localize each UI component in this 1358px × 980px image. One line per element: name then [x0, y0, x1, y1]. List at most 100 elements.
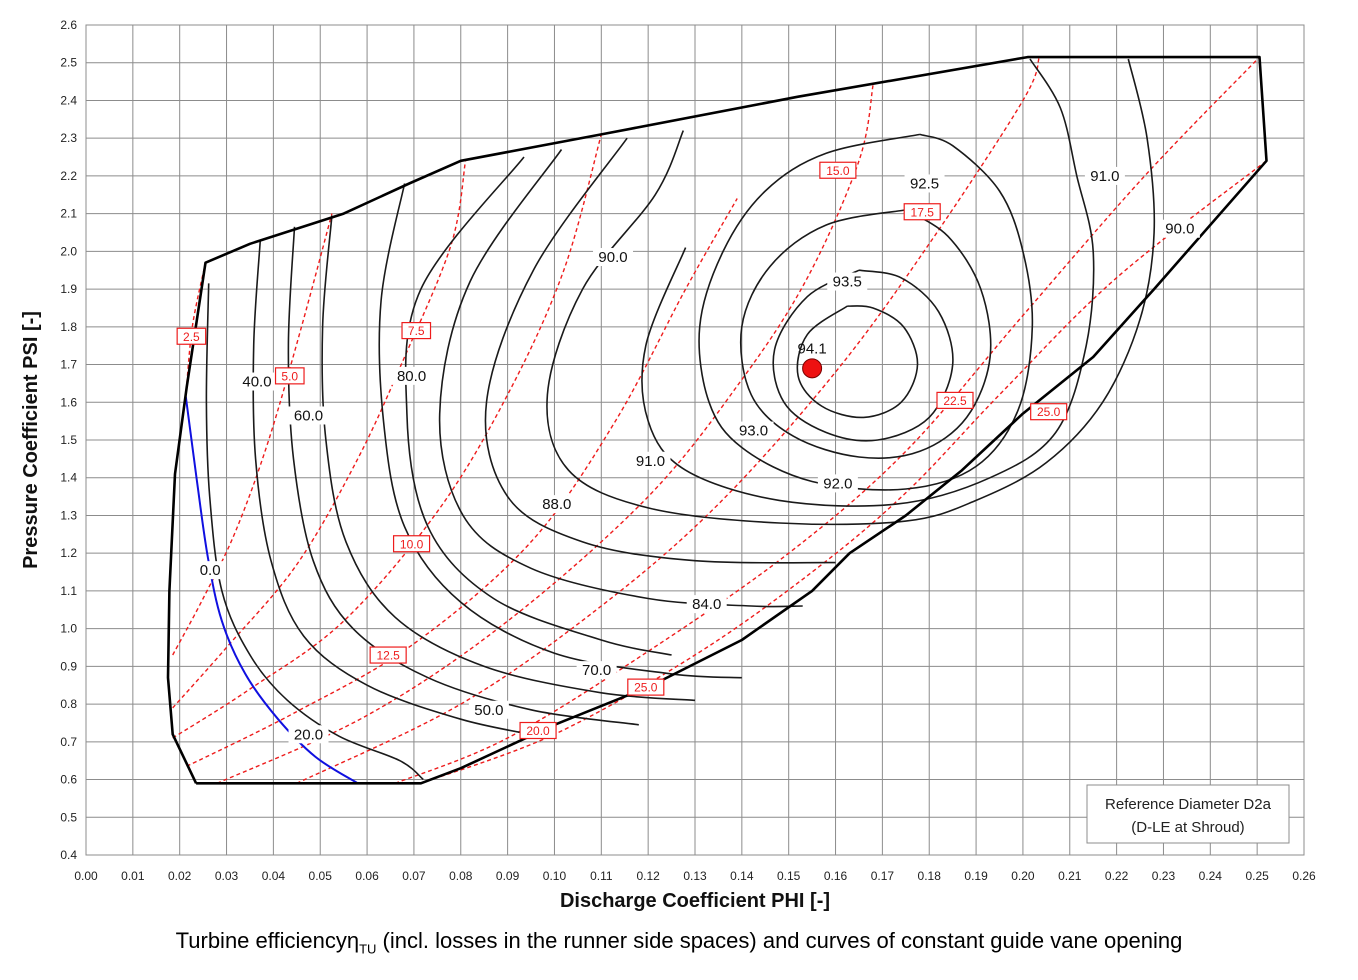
x-tick-label: 0.13 — [683, 869, 707, 883]
contour-label-bg — [904, 174, 945, 193]
x-tick-label: 0.24 — [1199, 869, 1223, 883]
x-tick-label: 0.06 — [355, 869, 379, 883]
efficiency-contour — [772, 269, 954, 442]
x-tick-label: 0.09 — [496, 869, 520, 883]
guide-vane-label: 17.5 — [911, 205, 935, 219]
axes: 0.00 0.01 0.02 0.03 0.04 0.05 0.06 0.07 0.0 8 0.0 9… — [20, 18, 1316, 912]
y-tick-label: 1.3 — [60, 508, 77, 522]
guide-vane-label-box — [903, 203, 941, 221]
y-tick-label: 2.5 — [60, 56, 77, 70]
y-tick-label: 1.2 — [60, 546, 77, 560]
efficiency-contour — [739, 209, 992, 459]
y-tick-label: 2.3 — [60, 131, 77, 145]
efficiency-contour — [205, 283, 424, 781]
guide-vane-label-box — [176, 327, 207, 345]
efficiency-label: 84.0 — [692, 596, 721, 613]
efficiency-label: 90.0 — [1165, 221, 1194, 238]
zero-efficiency-line — [184, 396, 359, 785]
guide-vane-label: 10.0 — [400, 537, 424, 551]
guide-vane-label-box — [819, 161, 857, 179]
y-tick-label: 1.5 — [60, 433, 77, 447]
x-tick-label: 0.05 — [309, 869, 333, 883]
optimum-point — [802, 358, 823, 379]
efficiency-label: 80.0 — [397, 368, 426, 385]
eta-subscript: TU — [359, 941, 377, 957]
efficiency-label: 93.5 — [833, 274, 862, 291]
y-tick-label: 0.4 — [60, 848, 77, 862]
y-tick-label: 1.6 — [60, 395, 77, 409]
guide-vane-label: 15.0 — [826, 164, 850, 178]
x-tick-label: 0.03 — [215, 869, 239, 883]
contour-label-bg — [630, 451, 671, 470]
contour-label-bg — [817, 474, 858, 493]
x-tick-label: 0.15 — [777, 869, 801, 883]
efficiency-label: 20.0 — [294, 726, 323, 743]
y-tick-label: 2.0 — [60, 244, 77, 258]
reference-line2: (D-LE at Shroud) — [1131, 819, 1244, 836]
efficiency-contours — [205, 58, 1156, 781]
x-tick-label: 0.22 — [1105, 869, 1129, 883]
efficiency-label: 93.0 — [739, 423, 768, 440]
guide-vane-label-box — [401, 321, 432, 340]
reference-line1: Reference Diameter D2a — [1105, 796, 1272, 813]
guide-vane-label-box — [369, 646, 407, 664]
curve-labels: 0.0 20.0 40.0 50.0 60.0 70.0 80.0 84.0 88.0 90.0 9… — [176, 161, 1200, 744]
x-tick-label: 0.01 — [121, 869, 145, 883]
x-tick-label: 0.19 — [964, 869, 988, 883]
x-tick-label: 0.00 — [74, 869, 98, 883]
grid — [85, 24, 1305, 856]
x-tick-label: 0.25 — [1245, 869, 1269, 883]
guide-vane-label: 12.5 — [376, 649, 400, 663]
efficiency-label: 40.0 — [242, 374, 271, 391]
x-tick-label: 0.02 — [168, 869, 192, 883]
x-tick-label: 0.04 — [262, 869, 286, 883]
guide-vane-curve — [186, 198, 738, 767]
efficiency-label: 88.0 — [542, 496, 571, 513]
y-axis-label: Pressure Coefficient PSI [-] — [20, 311, 42, 569]
contour-label-bg — [468, 700, 509, 719]
efficiency-label: 91.0 — [1090, 168, 1119, 185]
efficiency-label: 91.0 — [636, 453, 665, 470]
x-tick-label: 0.07 — [402, 869, 426, 883]
y-tick-label: 1.1 — [60, 584, 77, 598]
x-tick-label: 0.26 — [1292, 869, 1316, 883]
efficiency-label: 90.0 — [598, 249, 627, 266]
caption-prefix: Turbine efficiency — [175, 928, 347, 953]
zero-efficiency-curve — [184, 396, 359, 785]
contour-label-bg — [236, 372, 277, 391]
contour-label-bg — [1084, 166, 1125, 185]
guide-vane-label: 25.0 — [1037, 405, 1061, 419]
guide-vane-label: 5.0 — [281, 369, 298, 383]
guide-vane-label-box — [627, 678, 665, 696]
guide-vane-curve — [172, 213, 333, 656]
guide-vane-label-box — [936, 391, 974, 409]
efficiency-label: 0.0 — [200, 562, 221, 579]
efficiency-contour — [796, 305, 919, 419]
guide-vane-label-box — [274, 367, 305, 385]
y-tick-label: 1.7 — [60, 358, 77, 372]
contour-label-bg — [391, 366, 432, 385]
x-tick-label: 0.21 — [1058, 869, 1082, 883]
contour-label-bg — [288, 725, 329, 744]
efficiency-contour — [378, 183, 742, 679]
contour-label-bg — [194, 561, 226, 580]
optimum-label: 94.1 — [798, 340, 827, 357]
efficiency-label: 50.0 — [474, 702, 503, 719]
y-tick-label: 2.1 — [60, 207, 77, 221]
y-tick-label: 2.6 — [60, 18, 77, 32]
y-tick-label: 0.7 — [60, 735, 77, 749]
y-tick-label: 0.6 — [60, 773, 77, 787]
reference-box: Reference Diameter D2a (D-LE at Shroud) — [1086, 784, 1290, 844]
x-axis-label: Discharge Coefficient PHI [-] — [560, 890, 830, 912]
y-tick-label: 1.4 — [60, 471, 77, 485]
reference-box-frame — [1086, 784, 1290, 844]
guide-vane-label: 20.0 — [526, 724, 550, 738]
x-tick-label: 0.18 — [918, 869, 942, 883]
contour-label-bg — [733, 421, 774, 440]
efficiency-contour — [484, 137, 836, 564]
guide-vane-label-box — [519, 721, 557, 740]
x-tick-label: 0.17 — [871, 869, 895, 883]
efficiency-contour — [321, 215, 696, 702]
guide-vane-label: 22.5 — [943, 394, 967, 408]
